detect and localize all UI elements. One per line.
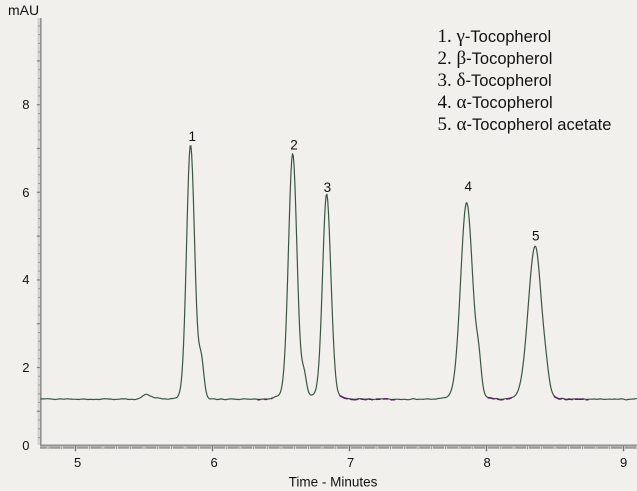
- svg-text:4: 4: [22, 272, 29, 287]
- svg-text:Time - Minutes: Time - Minutes: [289, 474, 378, 489]
- svg-text:8: 8: [22, 97, 29, 112]
- svg-text:5: 5: [74, 455, 81, 470]
- svg-text:mAU: mAU: [8, 2, 39, 18]
- svg-text:5: 5: [532, 228, 540, 243]
- svg-text:1: 1: [188, 129, 196, 144]
- svg-text:1. γ-Tocopherol: 1. γ-Tocopherol: [438, 26, 552, 47]
- svg-text:2. β-Tocopherol: 2. β-Tocopherol: [438, 48, 553, 69]
- svg-text:5. α-Tocopherol acetate: 5. α-Tocopherol acetate: [438, 114, 612, 135]
- svg-text:4. α-Tocopherol: 4. α-Tocopherol: [438, 92, 553, 113]
- svg-text:9: 9: [620, 455, 627, 470]
- svg-text:2: 2: [22, 360, 29, 375]
- svg-text:8: 8: [483, 455, 490, 470]
- svg-text:3: 3: [324, 180, 332, 195]
- svg-text:0: 0: [22, 438, 29, 453]
- svg-text:2: 2: [290, 137, 298, 152]
- svg-text:4: 4: [464, 179, 472, 194]
- svg-text:3. δ-Tocopherol: 3. δ-Tocopherol: [438, 70, 552, 91]
- svg-text:6: 6: [22, 185, 29, 200]
- svg-text:7: 7: [347, 455, 354, 470]
- svg-text:6: 6: [210, 455, 217, 470]
